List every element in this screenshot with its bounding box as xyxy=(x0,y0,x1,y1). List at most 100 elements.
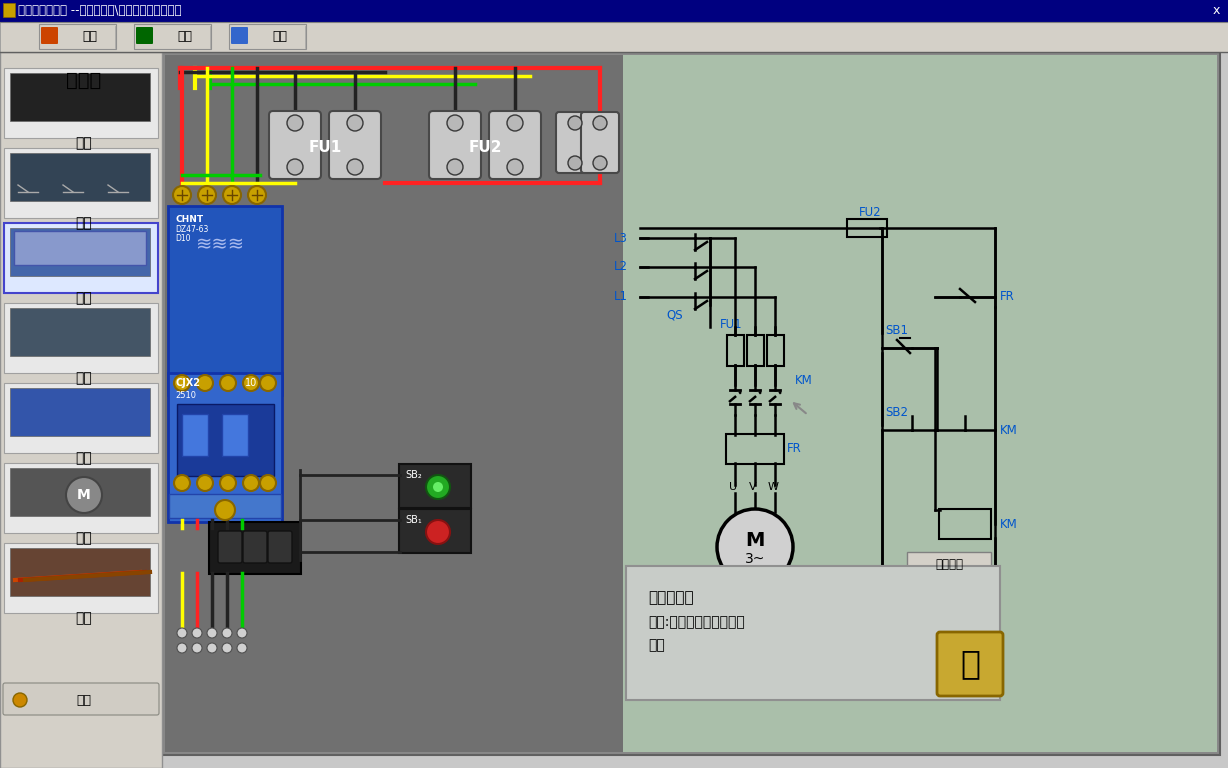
FancyBboxPatch shape xyxy=(10,228,150,276)
FancyBboxPatch shape xyxy=(165,55,623,752)
FancyBboxPatch shape xyxy=(14,231,146,265)
Circle shape xyxy=(223,186,241,204)
Circle shape xyxy=(208,628,217,638)
Text: 首页: 首页 xyxy=(82,31,97,44)
Circle shape xyxy=(287,115,303,131)
FancyBboxPatch shape xyxy=(4,543,158,613)
FancyBboxPatch shape xyxy=(269,111,321,179)
Circle shape xyxy=(177,643,187,653)
Text: M: M xyxy=(77,488,91,502)
Circle shape xyxy=(196,475,212,491)
Text: SB₁: SB₁ xyxy=(405,515,421,525)
FancyBboxPatch shape xyxy=(162,52,1219,755)
Text: V: V xyxy=(749,482,756,492)
Text: 👍: 👍 xyxy=(960,647,980,680)
FancyBboxPatch shape xyxy=(4,68,158,138)
Text: 电工技能与实训 --电动机控制\有过载保护运转控制: 电工技能与实训 --电动机控制\有过载保护运转控制 xyxy=(18,5,182,18)
Circle shape xyxy=(348,159,363,175)
Text: W: W xyxy=(768,482,779,492)
Circle shape xyxy=(260,475,276,491)
Circle shape xyxy=(66,477,102,513)
Circle shape xyxy=(220,375,236,391)
Text: 帮助: 帮助 xyxy=(273,31,287,44)
Text: 交流接触器: 交流接触器 xyxy=(648,590,694,605)
FancyBboxPatch shape xyxy=(626,566,1000,700)
FancyBboxPatch shape xyxy=(429,111,481,179)
Circle shape xyxy=(426,520,449,544)
Text: 2510: 2510 xyxy=(176,390,196,399)
FancyBboxPatch shape xyxy=(165,55,1217,752)
Text: FU1: FU1 xyxy=(720,319,743,332)
FancyBboxPatch shape xyxy=(623,55,1217,752)
FancyBboxPatch shape xyxy=(329,111,381,179)
Text: 10: 10 xyxy=(246,378,257,388)
Circle shape xyxy=(14,693,27,707)
Text: D10: D10 xyxy=(176,234,190,243)
FancyBboxPatch shape xyxy=(10,388,150,436)
FancyBboxPatch shape xyxy=(228,24,306,49)
FancyBboxPatch shape xyxy=(243,531,266,563)
FancyBboxPatch shape xyxy=(556,112,594,173)
Text: DZ47-63: DZ47-63 xyxy=(176,225,209,234)
Text: KM: KM xyxy=(795,373,813,386)
Circle shape xyxy=(260,375,276,391)
Text: KM: KM xyxy=(1000,423,1018,436)
FancyBboxPatch shape xyxy=(10,468,150,516)
Text: KM: KM xyxy=(1000,518,1018,531)
FancyBboxPatch shape xyxy=(907,552,991,576)
Circle shape xyxy=(348,115,363,131)
Circle shape xyxy=(220,475,236,491)
Text: x: x xyxy=(1212,5,1219,18)
Circle shape xyxy=(717,509,793,585)
Text: SB2: SB2 xyxy=(885,406,907,419)
Text: L3: L3 xyxy=(614,231,628,244)
Circle shape xyxy=(192,628,201,638)
FancyBboxPatch shape xyxy=(4,463,158,533)
Circle shape xyxy=(248,186,266,204)
Circle shape xyxy=(243,375,259,391)
Circle shape xyxy=(447,115,463,131)
FancyBboxPatch shape xyxy=(4,383,158,453)
FancyBboxPatch shape xyxy=(0,52,162,768)
FancyBboxPatch shape xyxy=(10,73,150,121)
FancyBboxPatch shape xyxy=(177,404,274,476)
Text: 3~: 3~ xyxy=(745,552,765,566)
Circle shape xyxy=(237,628,247,638)
Text: L1: L1 xyxy=(614,290,628,303)
Text: 返回: 返回 xyxy=(178,31,193,44)
Text: 连线: 连线 xyxy=(76,451,92,465)
Text: M: M xyxy=(745,531,765,551)
Text: 排故: 排故 xyxy=(76,611,92,625)
FancyBboxPatch shape xyxy=(39,24,115,49)
FancyBboxPatch shape xyxy=(4,303,158,373)
FancyBboxPatch shape xyxy=(581,112,619,173)
FancyBboxPatch shape xyxy=(399,464,472,508)
Circle shape xyxy=(196,375,212,391)
FancyBboxPatch shape xyxy=(2,683,158,715)
Circle shape xyxy=(426,475,449,499)
Text: SB1: SB1 xyxy=(885,323,907,336)
Circle shape xyxy=(215,500,235,520)
FancyBboxPatch shape xyxy=(399,509,472,553)
Text: U: U xyxy=(729,482,737,492)
FancyBboxPatch shape xyxy=(41,27,58,44)
FancyBboxPatch shape xyxy=(209,522,301,574)
Text: 运行: 运行 xyxy=(76,531,92,545)
Circle shape xyxy=(433,482,443,492)
Text: FR: FR xyxy=(1000,290,1014,303)
Circle shape xyxy=(173,186,192,204)
FancyBboxPatch shape xyxy=(222,414,248,456)
Text: FU1: FU1 xyxy=(308,141,341,155)
Circle shape xyxy=(198,186,216,204)
Text: FR: FR xyxy=(787,442,802,455)
Circle shape xyxy=(243,475,259,491)
Text: QS: QS xyxy=(667,309,683,322)
Text: SB₂: SB₂ xyxy=(405,470,421,480)
Text: L2: L2 xyxy=(614,260,628,273)
FancyBboxPatch shape xyxy=(0,0,1228,22)
FancyBboxPatch shape xyxy=(4,223,158,293)
FancyBboxPatch shape xyxy=(10,153,150,201)
FancyBboxPatch shape xyxy=(0,22,1228,52)
Text: CHNT: CHNT xyxy=(176,215,203,224)
FancyBboxPatch shape xyxy=(219,531,242,563)
